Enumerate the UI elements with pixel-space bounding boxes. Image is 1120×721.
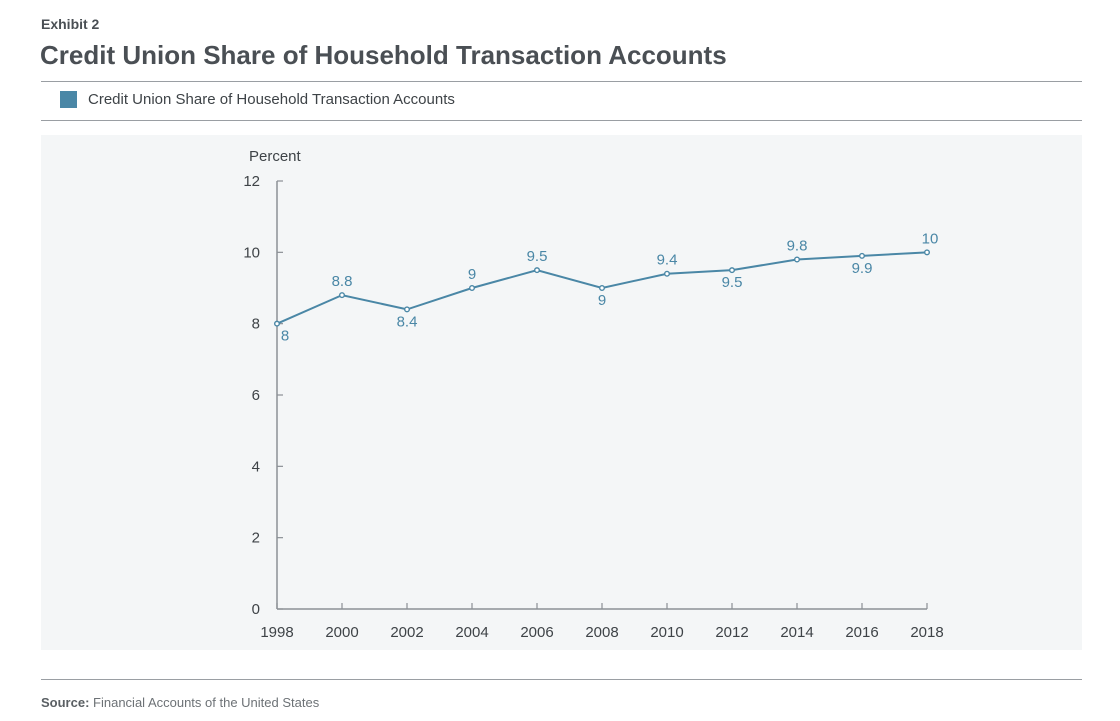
bottom-divider [41, 679, 1082, 680]
data-label: 8 [281, 328, 289, 345]
x-tick-label: 2008 [585, 624, 618, 641]
data-label: 9 [598, 292, 606, 309]
y-tick-label: 12 [243, 173, 260, 190]
data-point [534, 267, 541, 274]
x-tick-label: 2010 [650, 624, 683, 641]
x-tick-label: 2016 [845, 624, 878, 641]
y-tick-label: 0 [252, 601, 260, 618]
source-note: Source: Financial Accounts of the United… [41, 695, 319, 710]
data-point [404, 306, 411, 313]
x-tick-label: 1998 [260, 624, 293, 641]
legend: Credit Union Share of Household Transact… [60, 91, 455, 108]
data-label: 9.9 [852, 260, 873, 277]
data-point [664, 270, 671, 277]
x-tick-label: 2012 [715, 624, 748, 641]
y-tick-label: 2 [252, 530, 260, 547]
chart-title: Credit Union Share of Household Transact… [40, 40, 727, 70]
y-tick-label: 6 [252, 387, 260, 404]
x-tick-label: 2004 [455, 624, 488, 641]
data-label: 9 [468, 266, 476, 283]
y-tick-label: 8 [252, 316, 260, 333]
data-label: 9.8 [787, 237, 808, 254]
x-tick-label: 2006 [520, 624, 553, 641]
legend-label: Credit Union Share of Household Transact… [88, 91, 455, 108]
x-tick-label: 2014 [780, 624, 813, 641]
chart-axes: 0 2 4 6 8 10 12 1998 2000 2002 2004 2006 2008 2010 201… [243, 173, 943, 641]
data-label: 10 [922, 230, 939, 247]
exhibit-label: Exhibit 2 [41, 16, 100, 32]
legend-swatch [60, 91, 77, 108]
y-tick-label: 10 [243, 244, 260, 261]
data-label: 9.5 [722, 274, 743, 291]
top-divider [41, 81, 1082, 82]
series-layer: 8 8.8 8.4 9 9.5 9 9.4 9.5 9.8 9.9 10 [274, 230, 939, 345]
data-point [274, 320, 281, 327]
y-axis-unit-label: Percent [249, 148, 302, 165]
x-tick-label: 2000 [325, 624, 358, 641]
data-point [924, 249, 931, 256]
x-tick-label: 2018 [910, 624, 943, 641]
source-label: Source: [41, 695, 90, 710]
data-label: 9.4 [657, 252, 678, 269]
plot-panel [41, 135, 1082, 650]
x-tick-label: 2002 [390, 624, 423, 641]
y-tick-label: 4 [252, 458, 260, 475]
data-point [469, 285, 476, 292]
data-label: 8.4 [397, 313, 418, 330]
data-point [859, 252, 866, 259]
data-point [729, 267, 736, 274]
legend-divider [41, 120, 1082, 121]
data-point [599, 285, 606, 292]
data-point [794, 256, 801, 263]
data-label: 9.5 [527, 248, 548, 265]
data-point [339, 292, 346, 299]
data-label: 8.8 [332, 273, 353, 290]
source-text: Financial Accounts of the United States [93, 695, 320, 710]
